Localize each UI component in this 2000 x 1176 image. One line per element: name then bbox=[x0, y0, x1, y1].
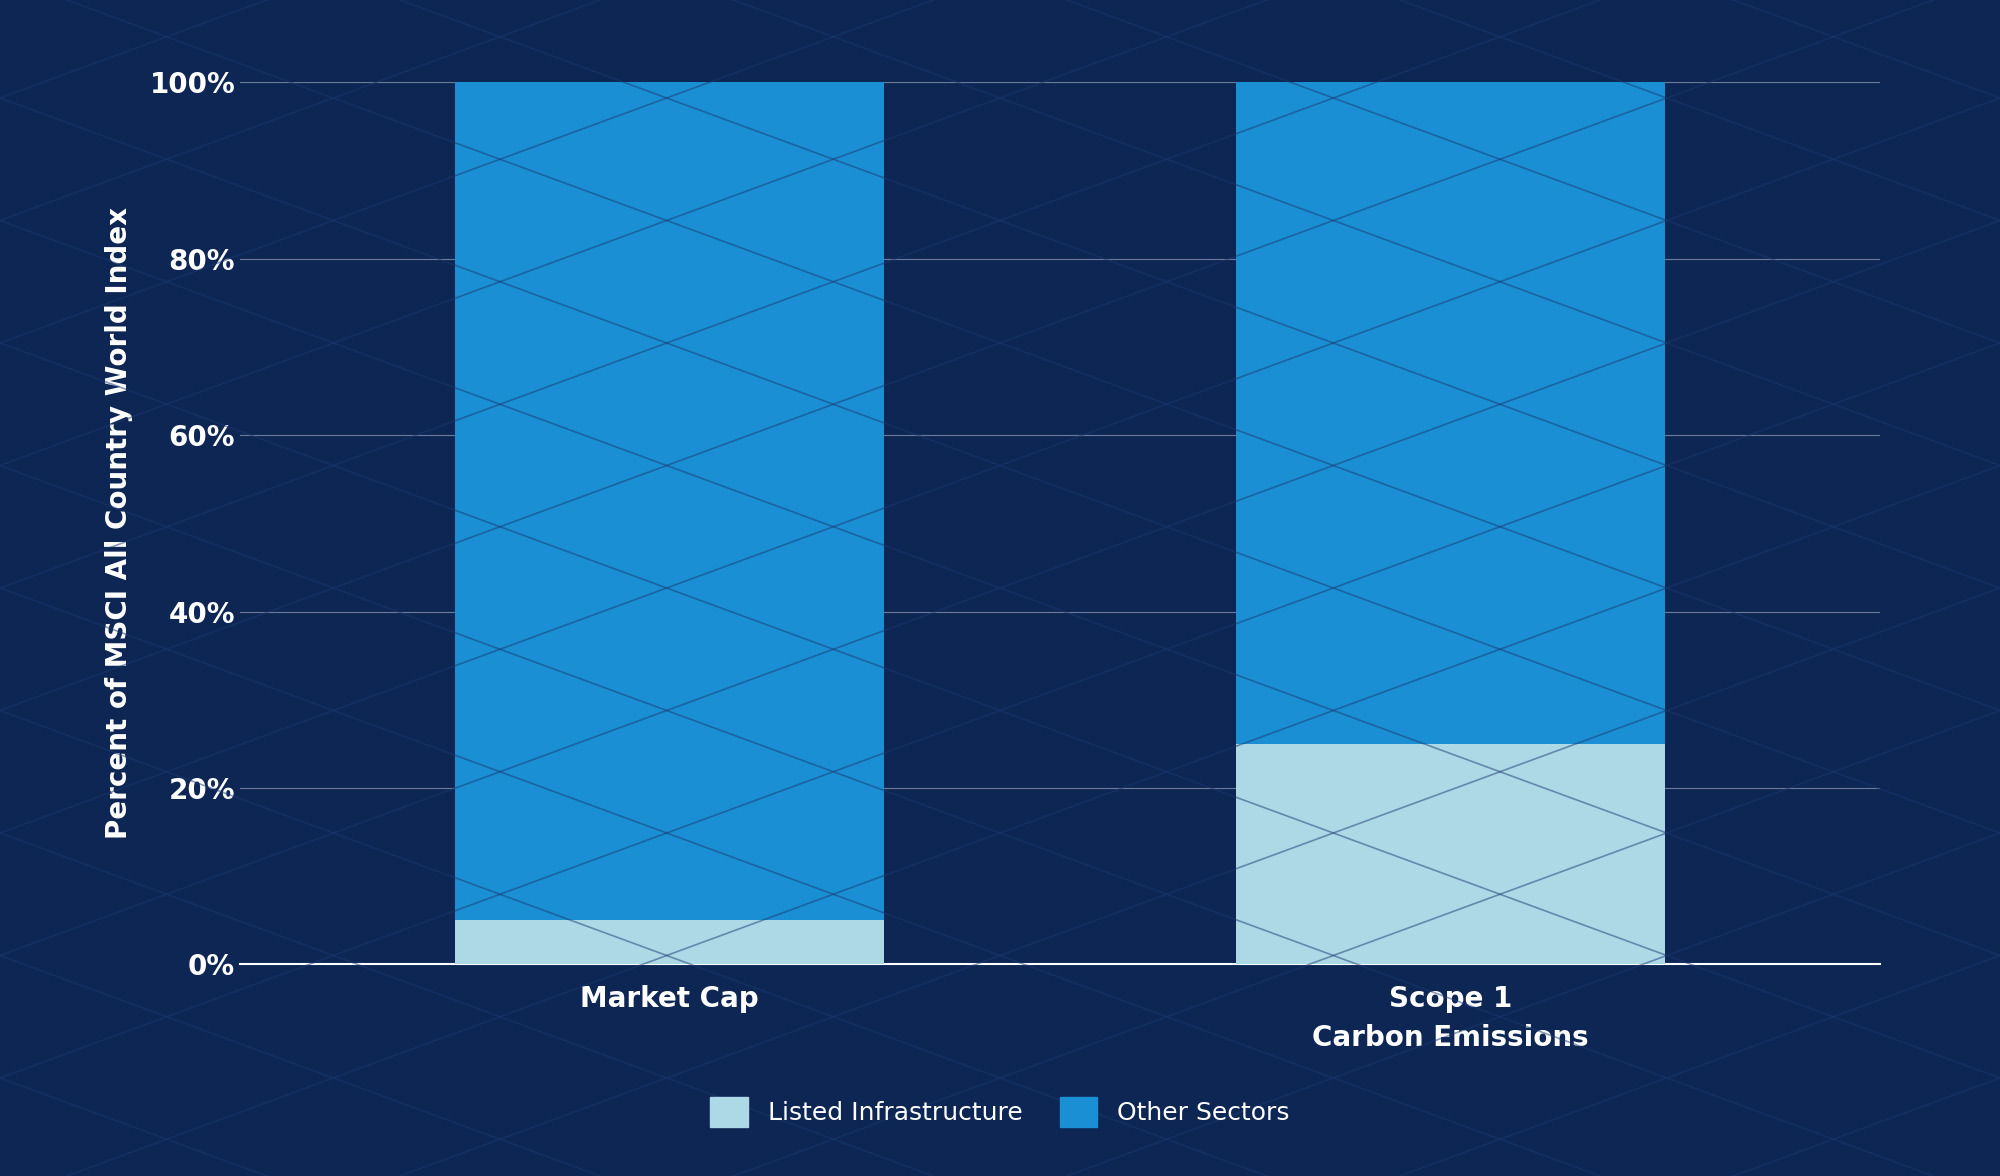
Y-axis label: Percent of MSCI All Country World Index: Percent of MSCI All Country World Index bbox=[104, 207, 132, 840]
Bar bbox=[1236, 82, 1666, 744]
Bar bbox=[454, 920, 884, 964]
Legend: Listed Infrastructure, Other Sectors: Listed Infrastructure, Other Sectors bbox=[698, 1084, 1302, 1140]
Bar bbox=[1236, 744, 1666, 964]
Bar bbox=[454, 82, 884, 920]
